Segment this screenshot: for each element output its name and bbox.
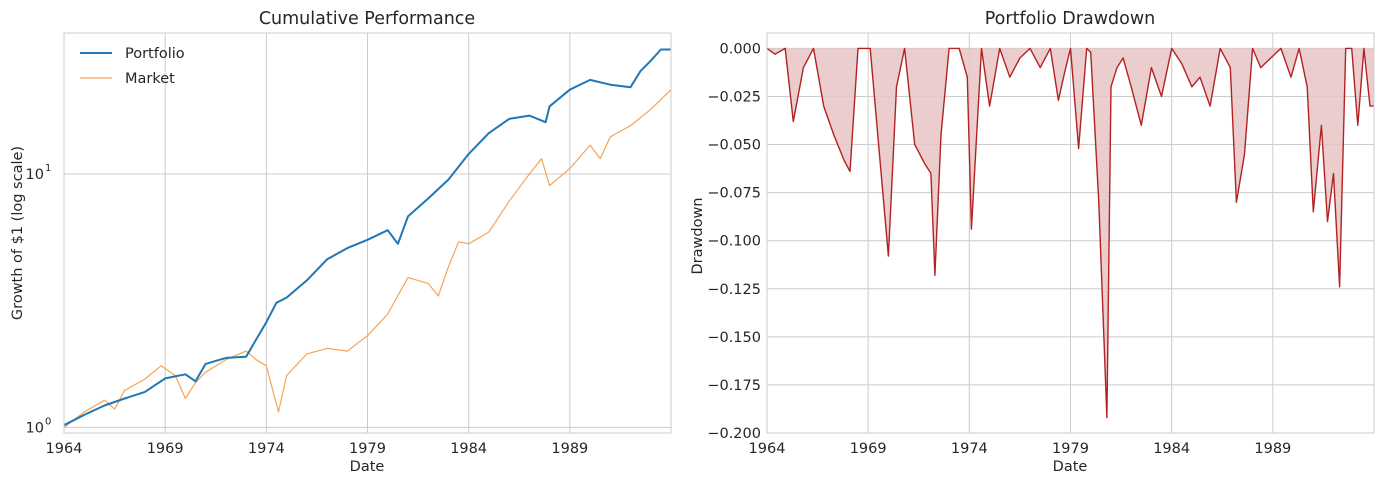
drawdown-y-ticks: 0.000 −0.025 −0.050 −0.075 −0.100 −0.125 −0.15… (707, 41, 761, 442)
drawdown-y-tick-label: −0.200 (707, 426, 761, 442)
drawdown-x-tick-label: 1989 (1254, 441, 1291, 457)
drawdown-y-tick-label: −0.050 (707, 138, 761, 154)
performance-series (63, 48, 672, 428)
drawdown-x-tick-label: 1979 (1052, 441, 1089, 457)
drawdown-x-tick-label: 1984 (1153, 441, 1190, 457)
drawdown-x-tick-label: 1974 (951, 441, 988, 457)
performance-y-tick-label: 10 (26, 167, 44, 183)
performance-x-tick-label: 1984 (450, 441, 487, 457)
drawdown-area (767, 48, 1374, 418)
performance-x-tick-label: 1974 (248, 441, 285, 457)
drawdown-y-tick-label: −0.075 (707, 186, 761, 202)
performance-x-ticks: 1964 1969 1974 1979 1984 1989 (46, 441, 589, 457)
drawdown-y-axis-label: Drawdown (690, 198, 706, 275)
performance-x-tick-label: 1969 (147, 441, 184, 457)
performance-y-tick-exponent: 1 (45, 163, 51, 174)
performance-x-axis-label: Date (350, 459, 385, 475)
performance-plot-frame (63, 32, 672, 434)
drawdown-x-axis-label: Date (1053, 459, 1088, 475)
drawdown-chart-title: Portfolio Drawdown (985, 9, 1155, 29)
performance-chart-title: Cumulative Performance (259, 9, 475, 29)
legend-portfolio-label: Portfolio (125, 46, 185, 62)
drawdown-chart: Portfolio Drawdown 1964 1969 1974 1979 1984 1… (690, 9, 1375, 475)
drawdown-x-tick-label: 1964 (749, 441, 786, 457)
performance-x-tick-label: 1964 (46, 441, 83, 457)
legend-market-label: Market (125, 71, 175, 87)
drawdown-y-tick-label: −0.175 (707, 378, 761, 394)
drawdown-series (766, 47, 1374, 419)
drawdown-line (766, 47, 1374, 419)
performance-legend: Portfolio Market (80, 46, 185, 87)
drawdown-y-tick-label: 0.000 (719, 41, 761, 57)
drawdown-y-tick-label: −0.025 (707, 89, 761, 105)
performance-y-tick-label: 10 (26, 420, 44, 436)
drawdown-y-tick-label: −0.100 (707, 234, 761, 250)
portfolio-line (63, 48, 671, 427)
drawdown-x-ticks: 1964 1969 1974 1979 1984 1989 (749, 441, 1292, 457)
performance-chart: Cumulative Performance 1964 1969 1974 1979 1… (10, 9, 672, 475)
drawdown-plot-frame (766, 32, 1375, 434)
market-line (63, 89, 672, 428)
performance-y-tick-exponent: 0 (45, 416, 51, 427)
performance-grid (63, 33, 671, 433)
drawdown-y-tick-label: −0.125 (707, 282, 761, 298)
performance-x-tick-label: 1979 (349, 441, 386, 457)
performance-y-axis-label: Growth of $1 (log scale) (10, 146, 26, 320)
drawdown-x-tick-label: 1969 (850, 441, 887, 457)
drawdown-y-tick-label: −0.150 (707, 330, 761, 346)
drawdown-grid (766, 33, 1374, 434)
performance-x-tick-label: 1989 (551, 441, 588, 457)
